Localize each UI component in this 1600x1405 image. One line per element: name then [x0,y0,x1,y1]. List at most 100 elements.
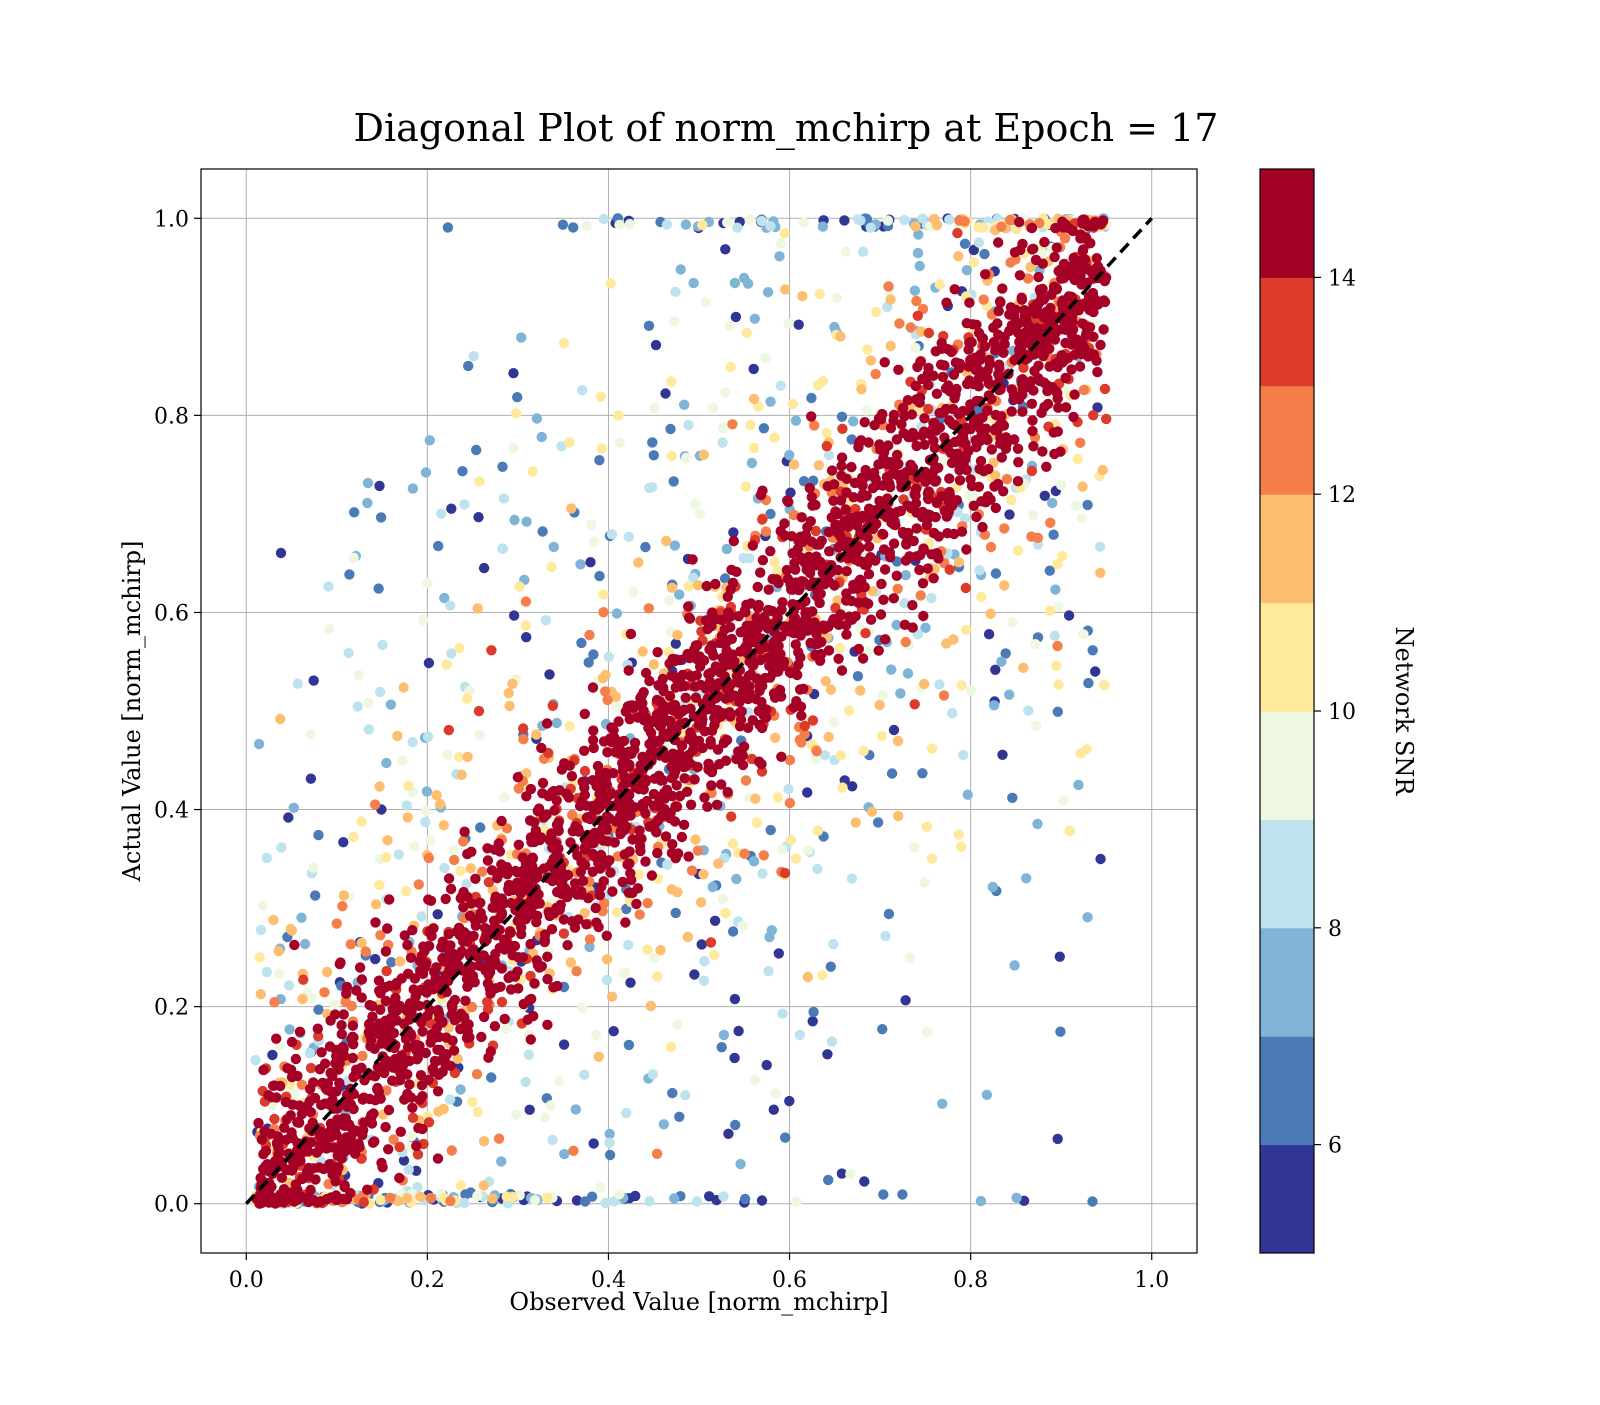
scatter-point [275,713,286,725]
scatter-point [650,339,662,351]
scatter-point [780,1132,791,1143]
scatter-point [973,327,985,339]
scatter-point [550,870,562,881]
scatter-point [810,525,822,537]
scatter-point [594,455,605,466]
scatter-point [899,598,910,609]
scatter-point [676,831,688,843]
scatter-point [346,1130,357,1142]
scatter-point [437,1066,448,1078]
scatter-point [985,541,997,553]
scatter-point [493,901,504,912]
scatter-point [670,682,681,693]
scatter-point [646,870,658,881]
scatter-point [880,930,891,942]
scatter-point [610,746,621,758]
scatter-point [614,1189,625,1200]
scatter-point [843,553,854,564]
scatter-point [832,564,843,576]
scatter-point [878,594,889,605]
scatter-point [602,694,613,706]
scatter-point [493,1133,505,1144]
scatter-point [401,800,412,811]
scatter-point [423,940,435,952]
scatter-point [848,583,859,594]
scatter-point [336,1019,347,1031]
scatter-point [663,716,674,727]
scatter-point [907,622,918,633]
scatter-point [1012,476,1024,487]
scatter-point [828,939,839,950]
scatter-point [296,912,307,923]
scatter-point [496,1156,507,1167]
scatter-point [305,773,317,784]
scatter-point [760,672,771,684]
scatter-point [1014,317,1025,329]
scatter-point [776,751,787,762]
scatter-point [392,1195,404,1207]
scatter-point [804,553,816,565]
scatter-point [694,720,705,731]
scatter-point [462,981,473,992]
scatter-point [863,598,874,609]
scatter-point [970,364,982,376]
scatter-point [661,219,673,230]
scatter-point [956,526,968,537]
scatter-point [531,413,543,424]
scatter-point [382,923,393,934]
scatter-point [339,1180,350,1191]
scatter-point [513,839,524,850]
scatter-point [757,680,768,692]
scatter-point [600,669,611,681]
scatter-point [398,1155,410,1166]
scatter-point [1055,446,1066,457]
scatter-point [798,217,809,228]
scatter-point [779,518,790,529]
scatter-point [353,669,364,681]
scatter-point [855,492,867,503]
scatter-point [905,952,916,963]
scatter-point [996,411,1007,422]
scatter-point [262,1165,273,1177]
scatter-point [426,1028,438,1040]
scatter-point [250,1055,261,1066]
scatter-point [1041,461,1052,472]
colorbar-tick-label: 14 [1328,266,1356,291]
scatter-point [733,1025,744,1037]
scatter-point [516,332,527,343]
scatter-point [944,564,955,575]
scatter-point [1100,272,1112,283]
scatter-point [872,817,884,828]
scatter-point [604,1128,615,1140]
scatter-point [514,581,525,592]
scatter-point [882,215,894,226]
scatter-point [547,1134,558,1146]
scatter-point [559,758,570,769]
scatter-point [483,877,495,888]
scatter-point [577,776,588,787]
scatter-point [374,686,386,698]
scatter-point [508,610,520,621]
scatter-point [756,215,767,227]
scatter-point [964,297,975,308]
scatter-point [727,419,738,430]
scatter-point [990,502,1001,514]
scatter-point [536,742,547,754]
scatter-point [260,1145,272,1157]
scatter-point [730,1119,741,1131]
scatter-point [601,974,613,986]
scatter-point [383,1144,394,1155]
scatter-point [814,655,826,666]
scatter-point [958,749,969,761]
scatter-point [928,573,939,584]
scatter-point [657,673,668,685]
scatter-point [765,508,776,520]
scatter-point [673,709,684,720]
scatter-point [385,699,397,710]
scatter-point [283,980,295,991]
scatter-point [846,873,858,884]
scatter-point [927,469,938,480]
scatter-point [831,292,842,304]
scatter-point [602,747,613,758]
scatter-point [769,556,780,568]
